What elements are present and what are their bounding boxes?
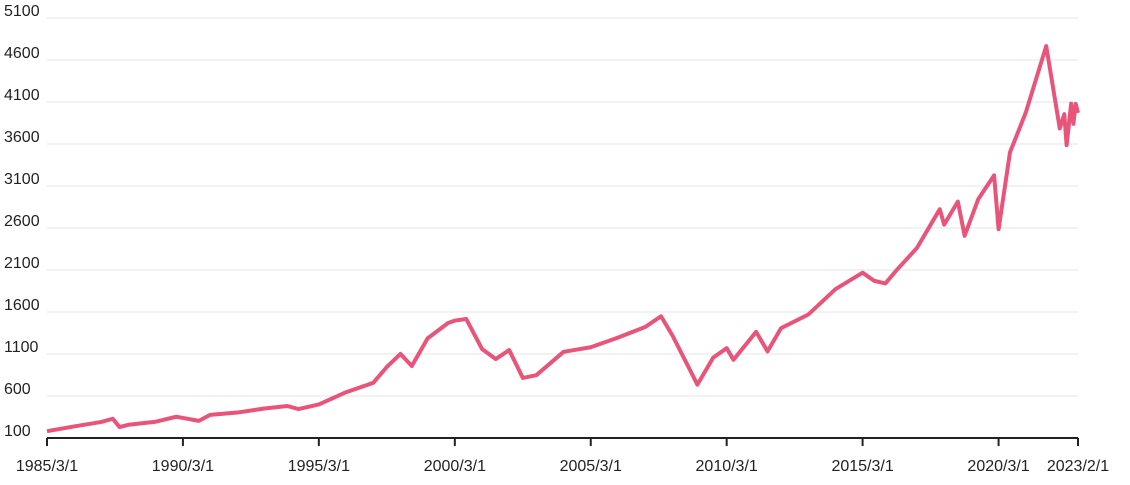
- x-tick-label: 2015/3/1: [831, 458, 893, 475]
- x-tick-label: 1985/3/1: [16, 458, 78, 475]
- x-tick-label: 1995/3/1: [288, 458, 350, 475]
- x-tick-label: 2023/2/1: [1047, 458, 1109, 475]
- y-tick-label: 4100: [4, 87, 40, 104]
- y-tick-label: 2600: [4, 213, 40, 230]
- y-tick-label: 3600: [4, 129, 40, 146]
- x-tick-label: 2005/3/1: [560, 458, 622, 475]
- y-tick-label: 1100: [4, 339, 39, 356]
- y-tick-label: 5100: [4, 3, 40, 20]
- x-tick-label: 2020/3/1: [967, 458, 1029, 475]
- x-tick-label: 2010/3/1: [696, 458, 758, 475]
- y-tick-label: 600: [4, 381, 31, 398]
- x-tick-label: 1990/3/1: [152, 458, 214, 475]
- x-tick-label: 2000/3/1: [424, 458, 486, 475]
- y-tick-label: 2100: [4, 255, 40, 272]
- y-tick-label: 100: [4, 423, 31, 440]
- y-tick-label: 1600: [4, 297, 40, 314]
- y-tick-label: 3100: [4, 171, 40, 188]
- y-tick-label: 4600: [4, 45, 40, 62]
- line: [46, 44, 1080, 434]
